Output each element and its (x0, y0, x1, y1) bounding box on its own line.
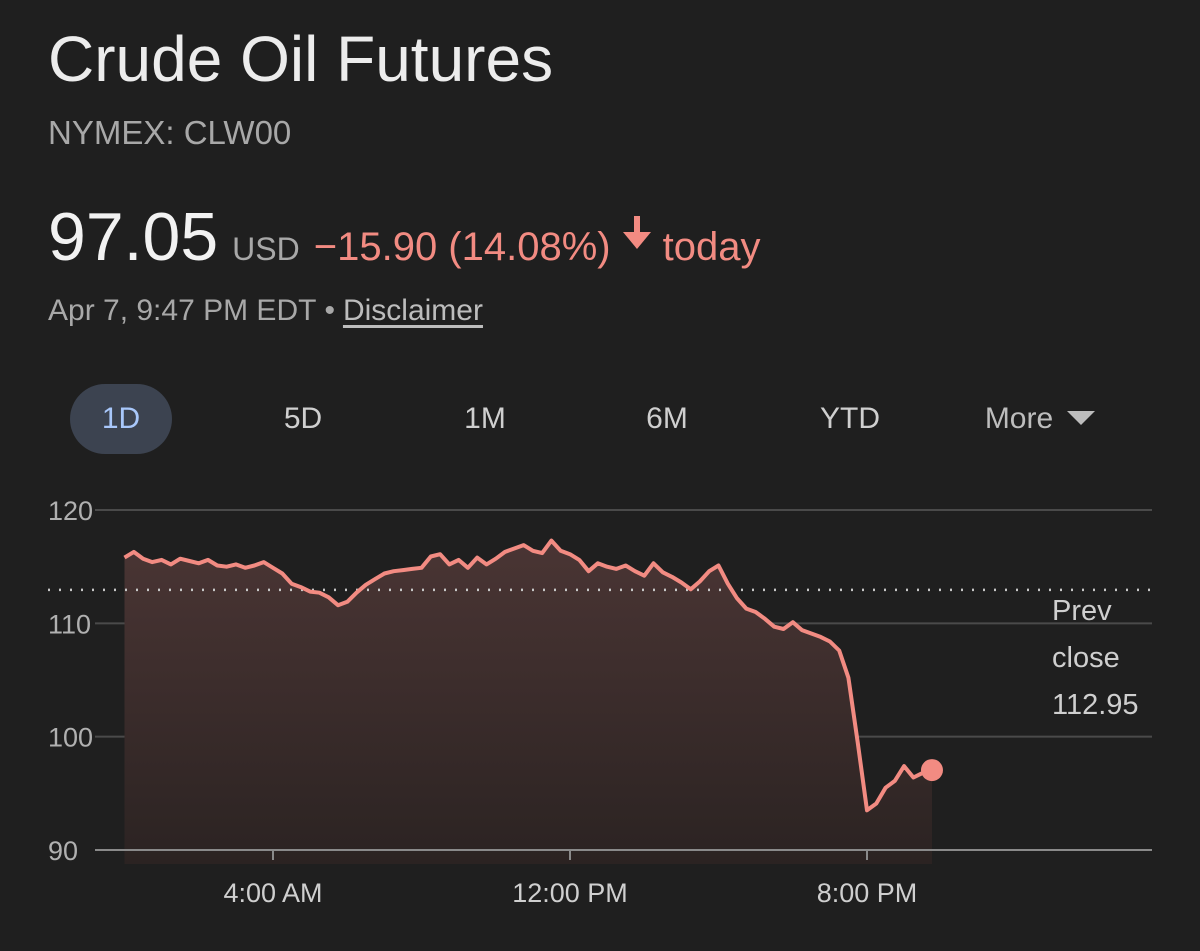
arrow-down-icon (622, 216, 651, 250)
prev-close-label-line-1: close (1052, 642, 1120, 674)
y-tick-label-120: 120 (48, 496, 93, 526)
price-area (124, 540, 932, 864)
prev-close-label-line-2: 112.95 (1052, 689, 1139, 721)
separator-dot: • (324, 294, 335, 327)
currency-label: USD (232, 231, 300, 267)
prev-close-label-line-0: Prev (1052, 595, 1112, 627)
tab-1d[interactable]: 1D (70, 384, 172, 454)
caret-down-icon (1067, 411, 1096, 426)
range-tabs: 1D 5D 1M 6M YTD More (0, 384, 1200, 456)
x-tick-label-0: 4:00 AM (223, 878, 322, 908)
x-tick-label-2: 8:00 PM (817, 878, 918, 908)
change-period: today (662, 225, 761, 269)
price-change: −15.90 (14.08%) (313, 225, 611, 269)
x-axis: 4:00 AM 12:00 PM 8:00 PM (95, 849, 1152, 908)
prev-close-label: Prev close 112.95 (1052, 595, 1139, 721)
exchange-symbol: NYMEX: CLW00 (48, 114, 292, 151)
y-tick-label-110: 110 (48, 609, 91, 639)
tab-1m[interactable]: 1M (464, 402, 506, 435)
current-price: 97.05 (48, 199, 219, 275)
disclaimer-link[interactable]: Disclaimer (342, 294, 483, 327)
data-points (124, 540, 933, 811)
quote-row: 97.05 USD −15.90 (14.08%) today (48, 198, 760, 276)
page-title: Crude Oil Futures (48, 23, 554, 95)
tab-5d[interactable]: 5D (283, 402, 323, 435)
tab-more-label: More (984, 402, 1054, 435)
x-tick-label-1: 12:00 PM (512, 878, 628, 908)
price-line (123, 538, 933, 813)
quote-timestamp: Apr 7, 9:47 PM EDT (48, 294, 317, 327)
quote-timestamp-row: Apr 7, 9:47 PM EDT • Disclaimer (48, 294, 483, 328)
tab-ytd[interactable]: YTD (820, 402, 880, 435)
y-tick-label-100: 100 (48, 723, 93, 753)
tab-more[interactable]: More (960, 384, 1120, 454)
y-tick-label-90: 90 (48, 836, 78, 866)
y-axis: 90 100 110 120 (48, 496, 93, 866)
tab-6m[interactable]: 6M (646, 402, 688, 435)
price-chart: 90 100 110 120 Prev close 112.95 4:00 AM 12:00… (48, 496, 1152, 908)
